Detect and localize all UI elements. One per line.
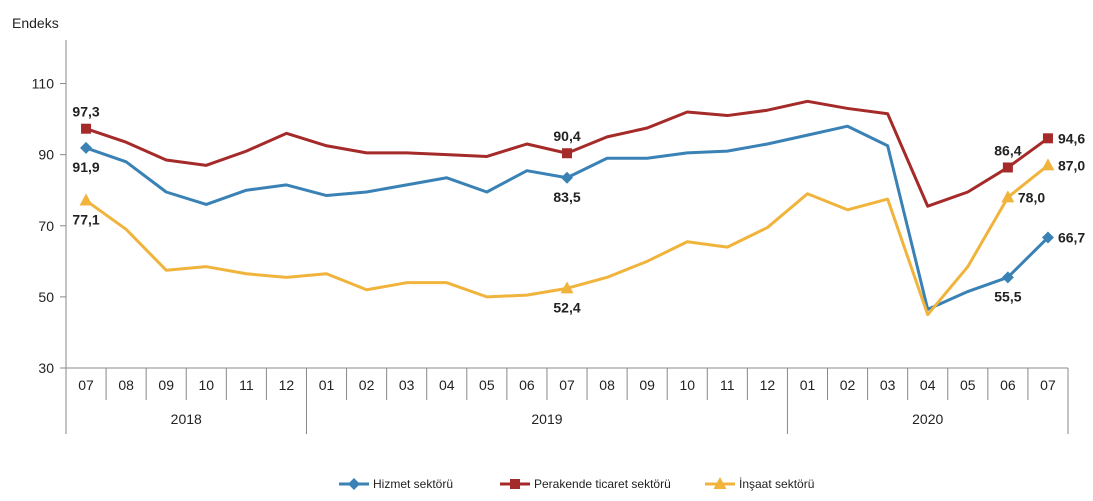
x-tick-label: 08	[118, 377, 134, 393]
data-point-1	[561, 171, 573, 184]
y-tick-label: 30	[38, 360, 54, 376]
data-label: 86,4	[994, 142, 1021, 158]
data-point-2	[81, 123, 92, 134]
data-label: 94,6	[1058, 130, 1085, 146]
data-label: 55,5	[994, 288, 1021, 304]
x-tick-label: 06	[519, 377, 535, 393]
x-tick-label: 03	[399, 377, 415, 393]
data-point-2	[1042, 133, 1053, 144]
x-tick-label: 10	[198, 377, 214, 393]
x-tick-label: 11	[720, 377, 735, 393]
data-point-3	[1041, 158, 1055, 171]
x-tick-label: 07	[559, 377, 575, 393]
x-tick-label: 05	[479, 377, 495, 393]
y-tick-label: 90	[38, 147, 54, 163]
data-label: 83,5	[553, 189, 580, 205]
data-point-2	[562, 148, 572, 159]
year-label: 2018	[171, 411, 202, 427]
data-point-1	[80, 141, 93, 154]
y-tick-label: 50	[38, 289, 54, 305]
data-label: 91,9	[72, 159, 99, 175]
x-tick-label: 07	[78, 377, 94, 393]
data-point-1	[1041, 231, 1054, 244]
x-tick-label: 04	[439, 377, 455, 393]
legend-marker	[510, 479, 520, 489]
x-tick-label: 02	[359, 377, 375, 393]
year-label: 2020	[912, 411, 943, 427]
x-tick-label: 08	[599, 377, 615, 393]
legend-label: Perakende ticaret sektörü	[534, 477, 671, 491]
legend-label: Hizmet sektörü	[373, 477, 453, 491]
y-tick-label: 110	[32, 76, 55, 92]
x-tick-label: 12	[760, 377, 776, 393]
x-tick-label: 02	[840, 377, 856, 393]
data-point-3	[79, 193, 93, 206]
data-point-3	[1001, 190, 1015, 203]
year-label: 2019	[531, 411, 562, 427]
y-tick-label: 70	[38, 218, 54, 234]
x-tick-label: 09	[639, 377, 655, 393]
data-label: 66,7	[1058, 230, 1085, 246]
data-label: 97,3	[72, 104, 99, 120]
y-axis-label: Endeks	[12, 15, 59, 31]
data-point-2	[1002, 162, 1013, 173]
legend-marker	[348, 478, 360, 490]
x-tick-label: 01	[800, 377, 816, 393]
legend-label: İnşaat sektörü	[739, 477, 814, 491]
x-tick-label: 06	[1000, 377, 1016, 393]
data-label: 87,0	[1058, 157, 1085, 173]
x-tick-label: 03	[880, 377, 896, 393]
x-tick-label: 09	[158, 377, 174, 393]
x-tick-label: 01	[319, 377, 335, 393]
x-tick-label: 12	[279, 377, 295, 393]
x-tick-label: 07	[1040, 377, 1056, 393]
x-tick-label: 04	[920, 377, 936, 393]
data-label: 90,4	[553, 128, 580, 144]
data-point-1	[1001, 271, 1014, 284]
x-tick-label: 05	[960, 377, 976, 393]
legend-marker	[713, 477, 727, 489]
data-point-3	[560, 281, 574, 294]
data-label: 78,0	[1018, 189, 1045, 205]
x-tick-label: 11	[239, 377, 254, 393]
data-label: 77,1	[72, 212, 99, 228]
x-tick-label: 10	[679, 377, 695, 393]
data-label: 52,4	[553, 299, 580, 315]
